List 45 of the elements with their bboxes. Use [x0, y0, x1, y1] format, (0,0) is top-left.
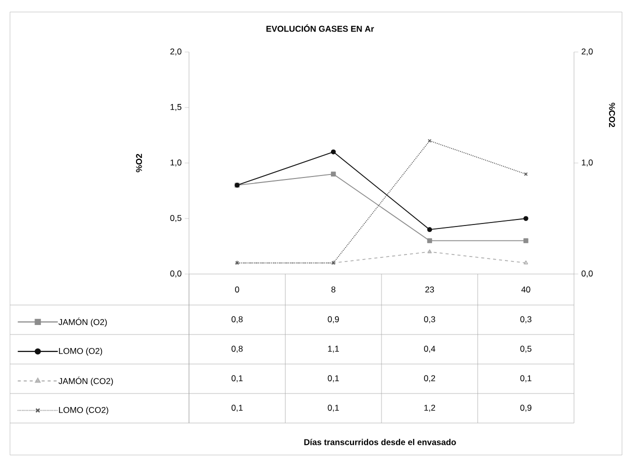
chart-title: EVOLUCIÓN GASES EN Ar	[266, 24, 374, 32]
data-label: 0,2	[424, 375, 436, 382]
data-label: 0,8	[232, 316, 243, 324]
data-label: 0,1	[232, 375, 243, 382]
y-tick-label: 1,0	[170, 160, 182, 166]
legend-label: LOMO (CO2)	[59, 406, 108, 415]
point	[330, 149, 336, 154]
point	[523, 238, 528, 244]
data-label: 0,9	[328, 316, 339, 324]
y-axis-title: %O2	[136, 154, 142, 172]
data-label: 1,2	[424, 404, 436, 412]
y2-tick-label: 2,0	[582, 48, 593, 56]
data-label: 0,1	[232, 404, 243, 412]
data-label: 0,1	[328, 375, 339, 382]
y2-tick-label: 1,0	[582, 160, 593, 166]
text: Días transcurridos desde el envasado	[304, 438, 456, 446]
point	[523, 216, 528, 221]
x-tick-label: 8	[331, 286, 336, 292]
data-label: 0,1	[328, 404, 339, 412]
point	[524, 172, 528, 176]
data-label: 0,3	[520, 316, 532, 324]
x-tick-label: 0	[235, 286, 240, 292]
y-tick-label: 2,0	[170, 48, 182, 56]
data-label: 0,4	[424, 346, 436, 353]
point	[427, 249, 432, 254]
data-label: 0,9	[520, 404, 532, 412]
legend-label: JAMÓN (O2)	[58, 318, 107, 327]
x-tick-label: 40	[521, 286, 530, 292]
legend-label: JAMÓN (CO2)	[58, 376, 113, 386]
data-label: 0,3	[424, 316, 436, 324]
legend-label: LOMO (O2)	[59, 348, 102, 356]
x-tick-label: 23	[425, 286, 434, 292]
point	[330, 172, 336, 177]
data-label: 0,1	[520, 375, 532, 382]
point	[524, 260, 528, 264]
point	[427, 227, 432, 232]
y-tick-label: 0,5	[170, 215, 182, 222]
data-label: 0,5	[520, 346, 532, 353]
point	[427, 238, 432, 244]
y2-axis-title: %CO2	[609, 102, 615, 128]
y-tick-label: 1,5	[170, 104, 182, 111]
y-tick-label: 0,0	[170, 270, 182, 278]
data-label: 0,8	[232, 346, 243, 353]
y2-tick-label: 0,0	[582, 270, 593, 278]
data-label: 1,1	[328, 346, 339, 353]
